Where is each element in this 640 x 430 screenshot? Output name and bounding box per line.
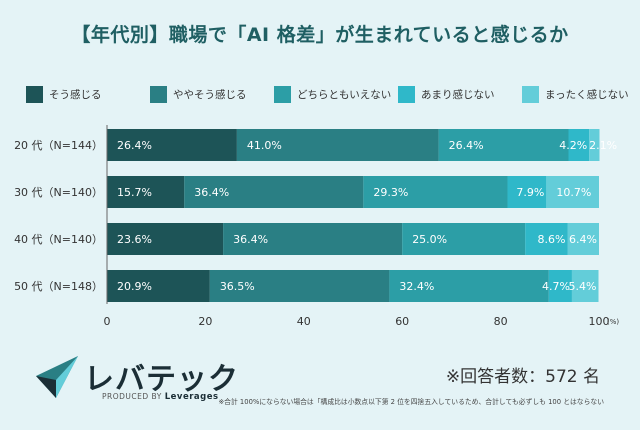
legend-swatch xyxy=(150,86,167,103)
legend-label: どちらともいえない xyxy=(297,89,392,101)
legend-item: ややそう感じる xyxy=(150,86,247,103)
data-label: 36.4% xyxy=(194,186,229,199)
bar-segment xyxy=(567,223,599,255)
data-label: 26.4% xyxy=(449,139,484,152)
row-label: 30 代（N=140） xyxy=(14,186,103,199)
x-tick-label: 20 xyxy=(198,315,212,328)
data-label: 25.0% xyxy=(412,233,447,246)
data-label: 32.4% xyxy=(399,280,434,293)
legend-swatch xyxy=(522,86,539,103)
x-tick-label: 100 xyxy=(589,315,610,328)
company-name: Leverages xyxy=(164,392,219,402)
data-label: 4.7% xyxy=(542,280,570,293)
data-label: 26.4% xyxy=(117,139,152,152)
legend-label: そう感じる xyxy=(49,89,102,101)
data-label: 23.6% xyxy=(117,233,152,246)
chart-legend: そう感じる ややそう感じる どちらともいえない あまり感じない まったく感じない xyxy=(26,86,629,106)
legend-item: まったく感じない xyxy=(522,86,629,103)
logo-mark-icon xyxy=(36,356,78,398)
bar-segment xyxy=(363,176,508,208)
legend-swatch xyxy=(274,86,291,103)
bar-segment xyxy=(438,129,569,161)
brand-logo: レバテック PRODUCED BY Leverages xyxy=(34,354,238,404)
bar-segment xyxy=(107,176,185,208)
brand-produced-by: PRODUCED BY Leverages xyxy=(102,392,219,402)
data-label: 29.3% xyxy=(373,186,408,199)
data-label: 2.1% xyxy=(589,139,617,152)
data-label: 41.0% xyxy=(247,139,282,152)
bar-segment xyxy=(223,223,403,255)
bar-segment xyxy=(236,129,439,161)
row-label: 50 代（N=148） xyxy=(14,280,103,293)
bar-segment xyxy=(107,223,224,255)
x-unit-label: (%) xyxy=(607,318,619,326)
bar-segment xyxy=(107,129,237,161)
produced-by-label: PRODUCED BY xyxy=(102,392,162,401)
bar-segment xyxy=(525,223,568,255)
bar-segment xyxy=(402,223,526,255)
data-label: 4.2% xyxy=(559,139,587,152)
legend-item: どちらともいえない xyxy=(274,86,391,103)
bar-segment xyxy=(568,129,590,161)
stacked-bar-chart: 20 代（N=144） 26.4% 41.0% 26.4% 4.2% 2.1% 30 代（N… xyxy=(14,125,619,328)
data-label: 15.7% xyxy=(117,186,152,199)
data-label: 10.7% xyxy=(556,186,591,199)
x-tick-label: 40 xyxy=(297,315,311,328)
legend-swatch xyxy=(398,86,415,103)
legend-label: あまり感じない xyxy=(421,89,495,101)
data-label: 8.6% xyxy=(538,233,566,246)
x-tick-label: 60 xyxy=(395,315,409,328)
bar-segment xyxy=(548,270,572,302)
bar-segment xyxy=(389,270,549,302)
respondent-count: ※回答者数：572 名 xyxy=(445,367,600,387)
row-label: 40 代（N=140） xyxy=(14,233,103,246)
footnote: ※合計 100%にならない場合は「構成比は小数点以下第 2 位を四捨五入している… xyxy=(218,398,604,406)
data-label: 36.4% xyxy=(233,233,268,246)
x-tick-label: 0 xyxy=(104,315,111,328)
legend-label: まったく感じない xyxy=(545,89,629,101)
row-label: 20 代（N=144） xyxy=(14,139,103,152)
data-label: 7.9% xyxy=(516,186,544,199)
bar-segment xyxy=(571,270,599,302)
bar-segment xyxy=(107,270,210,302)
legend-swatch xyxy=(26,86,43,103)
data-label: 36.5% xyxy=(220,280,255,293)
data-label: 20.9% xyxy=(117,280,152,293)
legend-item: あまり感じない xyxy=(398,86,495,103)
bar-segment xyxy=(184,176,364,208)
bar-segment xyxy=(507,176,547,208)
bar-segment xyxy=(589,129,600,161)
data-label: 6.4% xyxy=(569,233,597,246)
legend-label: ややそう感じる xyxy=(173,89,247,101)
data-label: 5.4% xyxy=(569,280,597,293)
chart-title: 【年代別】職場で「AI 格差」が生まれていると感じるか xyxy=(71,24,569,46)
bar-segment xyxy=(209,270,390,302)
brand-name: レバテック xyxy=(84,362,239,397)
x-tick-label: 80 xyxy=(494,315,508,328)
legend-item: そう感じる xyxy=(26,86,102,103)
bar-segment xyxy=(546,176,599,208)
